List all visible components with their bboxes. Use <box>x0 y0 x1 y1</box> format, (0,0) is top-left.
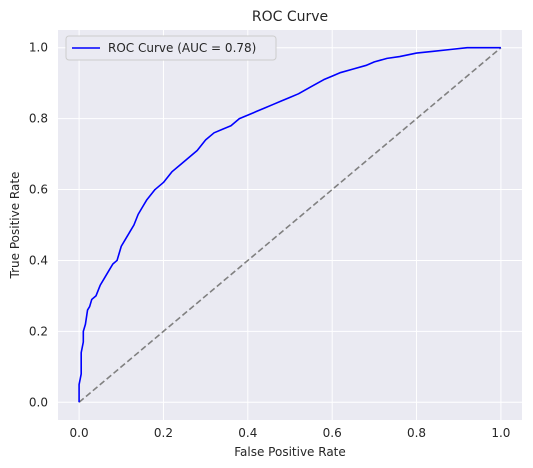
x-tick-label: 0.2 <box>154 426 173 440</box>
x-tick-label: 0.0 <box>70 426 89 440</box>
legend-label-roc: ROC Curve (AUC = 0.78) <box>108 41 256 55</box>
grid-lines <box>58 30 522 420</box>
y-axis-label: True Positive Rate <box>8 172 22 280</box>
y-tick-label: 1.0 <box>29 41 48 55</box>
x-tick-label: 0.4 <box>238 426 257 440</box>
x-axis-ticks: 0.0 0.2 0.4 0.6 0.8 1.0 <box>70 426 511 440</box>
legend-box <box>65 35 277 61</box>
y-tick-label: 0.8 <box>29 112 48 126</box>
legend: ROC Curve (AUC = 0.78) <box>65 35 277 61</box>
y-axis-ticks: 0.0 0.2 0.4 0.6 0.8 1.0 <box>29 41 48 410</box>
series-layer <box>78 46 502 403</box>
x-tick-label: 0.8 <box>407 426 426 440</box>
chart-title: ROC Curve <box>252 9 328 25</box>
diagonal-reference-line <box>78 47 502 403</box>
y-tick-label: 0.6 <box>29 183 48 197</box>
x-tick-label: 1.0 <box>491 426 510 440</box>
x-tick-label: 0.6 <box>323 426 342 440</box>
y-tick-label: 0.2 <box>29 324 48 338</box>
y-tick-label: 0.0 <box>29 395 48 409</box>
roc-curve-line <box>78 46 501 403</box>
x-axis-label: False Positive Rate <box>234 445 346 459</box>
y-tick-label: 0.4 <box>29 253 48 267</box>
